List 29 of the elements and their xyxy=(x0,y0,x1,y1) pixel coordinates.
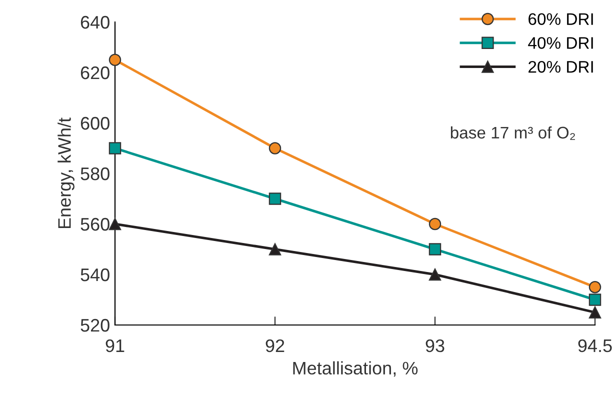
point xyxy=(428,218,442,230)
x-axis-title: Metallisation, % xyxy=(293,361,418,377)
legend-label: 40% DRI xyxy=(528,37,593,49)
point xyxy=(268,243,282,256)
x-tick-label: 91 xyxy=(106,339,124,352)
point xyxy=(428,243,442,256)
y-tick-label: 580 xyxy=(80,167,110,180)
x-tick-label: 94.5 xyxy=(578,339,612,352)
point xyxy=(588,281,602,294)
y-tick-label: 620 xyxy=(80,66,110,80)
point xyxy=(108,218,122,230)
point xyxy=(588,294,602,306)
x-tick-label: 93 xyxy=(426,339,444,352)
point xyxy=(268,142,282,154)
point xyxy=(108,142,122,154)
x-tick-label: 92 xyxy=(266,339,284,352)
point xyxy=(268,192,282,205)
y-tick-label: 640 xyxy=(80,16,110,29)
y-tick-label: 560 xyxy=(80,218,110,231)
point xyxy=(108,54,122,66)
y-tick-label: 520 xyxy=(80,318,110,332)
annotation: base 17 m³ of O₂ xyxy=(450,126,575,140)
y-tick-label: 540 xyxy=(80,268,110,282)
legend-label: 60% DRI xyxy=(528,13,593,25)
point xyxy=(588,306,602,318)
y-axis-title: Energy, kWh/t xyxy=(58,118,74,228)
y-tick-label: 600 xyxy=(80,116,110,130)
legend-label: 20% DRI xyxy=(528,60,593,73)
point xyxy=(428,268,442,281)
